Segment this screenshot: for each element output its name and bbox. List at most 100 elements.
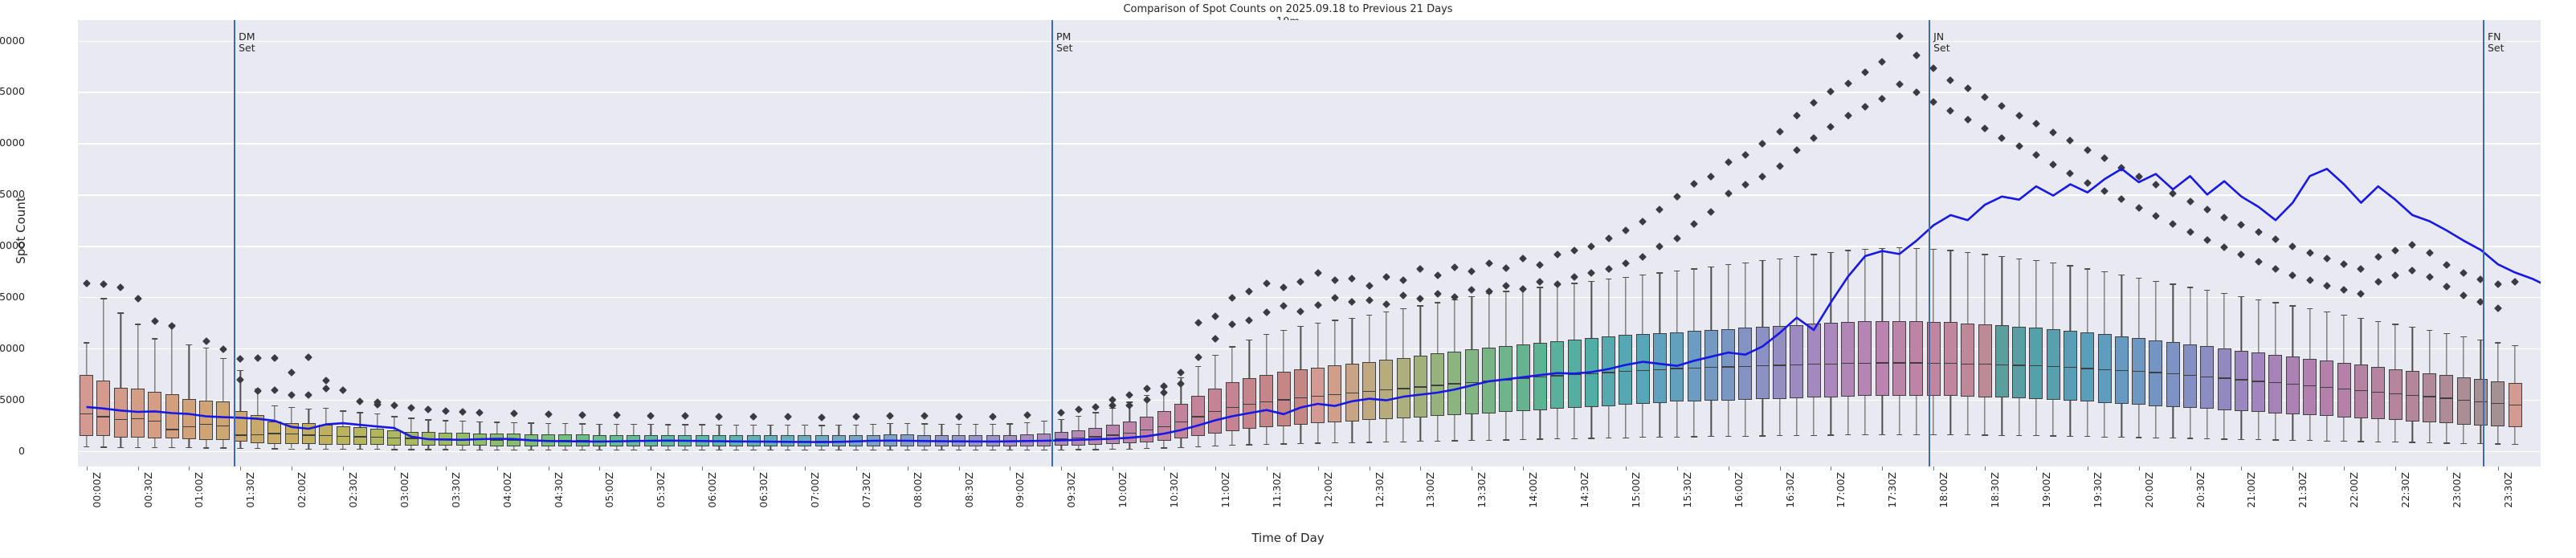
median-line (301, 434, 316, 436)
median-line (1892, 362, 1907, 364)
whisker-cap-upper (972, 423, 979, 426)
median-line (1635, 369, 1650, 372)
whisker-cap-upper (1229, 346, 1235, 348)
median-line (1823, 363, 1838, 365)
gridline (78, 399, 2541, 401)
whisker-cap-lower (1263, 443, 1270, 446)
whisker-cap-lower (271, 448, 278, 450)
box-iqr (1892, 320, 1907, 396)
x-axis-tick-label: 05:00Z (603, 472, 616, 508)
boxplot-box-group (1841, 20, 1855, 466)
whisker-cap-upper (733, 424, 740, 426)
median-line (2320, 386, 2334, 389)
box-iqr (1994, 325, 2009, 398)
box-iqr (1773, 325, 1787, 399)
whisker-cap-upper (2084, 268, 2091, 270)
x-axis-tick-label: 06:00Z (706, 472, 719, 508)
box-iqr (2097, 334, 2112, 403)
box-iqr (2303, 358, 2317, 416)
x-axis-tick-label: 13:00Z (1424, 472, 1437, 508)
box-iqr (2439, 375, 2454, 424)
boxplot-box-group (113, 20, 128, 466)
boxplot-box-group (148, 20, 162, 466)
median-line (2114, 369, 2129, 372)
median-line (2046, 365, 2060, 368)
whisker-cap-upper (2494, 342, 2501, 344)
whisker-cap-lower (254, 447, 261, 450)
median-line (1584, 373, 1598, 374)
box-iqr (2217, 348, 2231, 410)
whisker-cap-lower (1417, 441, 1424, 442)
whisker-cap-upper (1793, 255, 1800, 258)
median-line (1464, 381, 1479, 383)
x-axis-tick-label: 19:00Z (2039, 472, 2052, 508)
whisker-cap-upper (1263, 334, 1270, 336)
boxplot-box-group (2046, 20, 2060, 466)
whisker-cap-upper (2512, 345, 2518, 347)
median-line (353, 436, 367, 438)
whisker-cap-lower (340, 448, 346, 450)
whisker-cap-upper (1468, 295, 1476, 298)
boxplot-box-group (1721, 20, 1736, 466)
box-iqr (2200, 346, 2215, 409)
whisker-cap-lower (2238, 438, 2245, 440)
median-line (1602, 372, 1616, 373)
median-line (1755, 365, 1770, 367)
x-axis-tick-label: 07:30Z (859, 472, 872, 508)
box-iqr (2405, 371, 2419, 422)
box-iqr (1858, 321, 1872, 397)
median-line (1978, 364, 1992, 365)
gridline (78, 297, 2541, 299)
x-axis-tick-mark (2241, 466, 2243, 470)
x-axis-tick-mark (2497, 466, 2499, 470)
whisker-cap-lower (1143, 448, 1150, 450)
boxplot-box-group (1738, 20, 1753, 466)
median-line (2388, 393, 2402, 394)
median-line (370, 436, 385, 438)
boxplot-box-group (1943, 20, 1958, 466)
boxplot-box-group (336, 20, 350, 466)
whisker-cap-upper (2374, 320, 2382, 322)
median-line (113, 418, 128, 420)
x-axis-tick-label: 01:00Z (193, 472, 206, 508)
whisker-cap-upper (425, 419, 432, 421)
whisker-cap-lower (2443, 442, 2450, 444)
whisker-cap-upper (2203, 290, 2211, 291)
boxplot-box-group (1670, 20, 1684, 466)
event-vline (1929, 20, 1931, 466)
whisker-cap-lower (2324, 440, 2330, 442)
median-line (233, 434, 247, 436)
gridline (78, 143, 2541, 145)
boxplot-box-group (2268, 20, 2283, 466)
boxplot-box-group (1961, 20, 1975, 466)
median-line (2285, 384, 2300, 385)
median-line (1961, 363, 1975, 365)
boxplot-box-group (2491, 20, 2505, 466)
whisker-cap-lower (1485, 439, 1492, 441)
x-axis-tick-mark (189, 466, 190, 470)
box-iqr (1311, 367, 1325, 424)
boxplot-box-group (1978, 20, 1992, 466)
whisker-cap-upper (2153, 280, 2159, 282)
boxplot-box-group (2388, 20, 2402, 466)
x-axis-tick-label: 07:00Z (808, 472, 821, 508)
median-line (1875, 362, 1889, 364)
median-line (1806, 364, 1821, 365)
boxplot-box-group (1311, 20, 1325, 466)
event-vline (234, 20, 236, 466)
whisker-cap-upper (819, 425, 825, 426)
box-iqr (1978, 324, 1992, 397)
whisker-cap-upper (1297, 325, 1304, 328)
whisker-cap-lower (1827, 434, 1835, 436)
whisker-cap-lower (1811, 434, 1817, 436)
boxplot-box-group (1396, 20, 1410, 466)
median-line (490, 439, 504, 441)
median-line (1293, 397, 1308, 399)
median-line (1413, 386, 1427, 388)
boxplot-box-group (1464, 20, 1479, 466)
box-iqr (1823, 323, 1838, 397)
box-iqr (2012, 326, 2027, 398)
whisker-cap-lower (2426, 442, 2433, 444)
boxplot-box-group (1994, 20, 2009, 466)
x-axis-tick-label: 08:30Z (962, 472, 975, 508)
